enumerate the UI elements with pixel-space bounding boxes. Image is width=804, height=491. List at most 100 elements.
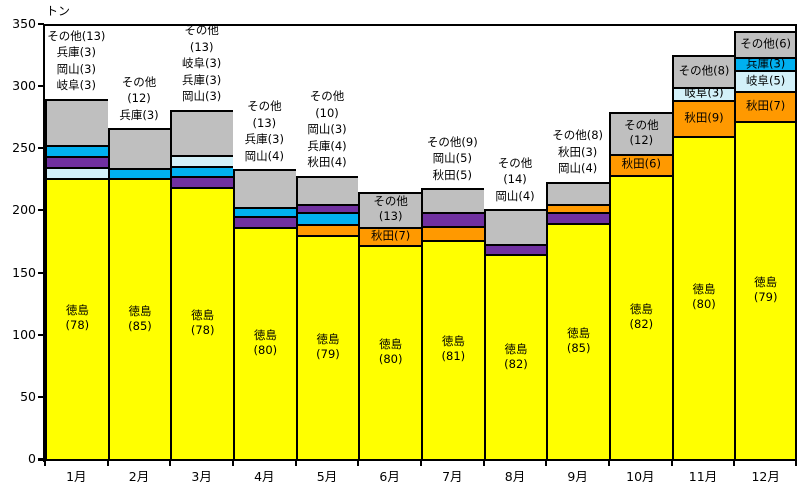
segment-other bbox=[360, 191, 421, 227]
segment-akita bbox=[736, 91, 795, 122]
x-axis-category-label: 7月 bbox=[442, 469, 463, 484]
segment-hyogo bbox=[297, 212, 359, 224]
plot-area: 徳島 (78) その他(13) 兵庫(3) 岡山(3) 岐阜(3) 徳島 (85) その他 (12… bbox=[45, 23, 797, 459]
segment-akita bbox=[611, 153, 672, 175]
segment-okayama bbox=[235, 215, 296, 228]
segment-akita bbox=[423, 226, 484, 240]
x-axis-tick bbox=[670, 461, 673, 466]
segment-tokushima bbox=[109, 178, 171, 459]
segment-gifu bbox=[673, 87, 735, 100]
segment-other bbox=[611, 112, 672, 154]
segment-hyogo bbox=[172, 165, 233, 177]
x-axis-tick bbox=[294, 461, 297, 466]
segment-other bbox=[235, 169, 296, 208]
bar-12月: 徳島 (79) 秋田(7) 岐阜(5) 兵庫(3) その他(6) bbox=[734, 31, 797, 459]
x-axis-category-label: 3月 bbox=[191, 469, 212, 484]
y-axis-tick bbox=[38, 395, 44, 398]
segment-gifu bbox=[172, 155, 233, 166]
y-axis-tick-label: 300 bbox=[12, 78, 36, 94]
bar-5月: 徳島 (79) bbox=[295, 175, 359, 459]
x-axis-tick bbox=[608, 461, 610, 466]
segment-hyogo bbox=[235, 207, 296, 216]
x-axis-category-label: 5月 bbox=[316, 469, 338, 484]
bar-8月: 徳島 (82) bbox=[483, 209, 547, 459]
x-axis-category-label: 10月 bbox=[626, 469, 655, 484]
segment-okayama bbox=[47, 156, 108, 168]
segment-other bbox=[172, 109, 233, 156]
segment-hyogo bbox=[47, 145, 108, 157]
bar-10月: 徳島 (82) 秋田(6) その他 (12) bbox=[609, 112, 672, 459]
segment-other bbox=[485, 209, 547, 245]
segment-tokushima bbox=[611, 174, 672, 459]
bar-9月: 徳島 (85) bbox=[546, 181, 609, 459]
callout-label-3月: その他 (13) 岐阜(3) 兵庫(3) 岡山(3) bbox=[182, 23, 222, 104]
segment-other bbox=[47, 98, 108, 146]
segment-other bbox=[109, 128, 171, 169]
segment-other bbox=[423, 188, 484, 213]
x-axis-category-label: 2月 bbox=[128, 469, 150, 484]
bar-1月: 徳島 (78) bbox=[45, 98, 108, 459]
x-axis-tick bbox=[420, 461, 422, 466]
y-axis-tick-label: 150 bbox=[12, 264, 36, 280]
x-axis-tick bbox=[106, 461, 109, 466]
segment-tokushima bbox=[47, 177, 108, 459]
segment-okayama bbox=[172, 176, 233, 187]
x-axis-tick bbox=[545, 461, 548, 466]
segment-tokushima bbox=[297, 235, 359, 459]
segment-other bbox=[673, 55, 735, 88]
x-axis-tick bbox=[44, 461, 46, 466]
y-axis-tick-label: 0 bbox=[28, 451, 36, 466]
x-axis-tick bbox=[733, 461, 736, 466]
segment-okayama bbox=[485, 244, 547, 255]
segment-hyogo bbox=[736, 57, 795, 70]
segment-tokushima bbox=[235, 227, 296, 459]
x-axis-category-label: 4月 bbox=[254, 469, 275, 484]
x-axis-category-label: 6月 bbox=[379, 469, 400, 484]
segment-gifu bbox=[736, 69, 795, 92]
segment-tokushima bbox=[423, 239, 484, 459]
segment-tokushima bbox=[485, 254, 547, 459]
x-axis-category-label: 12月 bbox=[751, 469, 780, 484]
y-axis-tick bbox=[38, 85, 44, 88]
y-axis-tick-label: 100 bbox=[12, 326, 36, 342]
y-axis-tick bbox=[38, 209, 44, 212]
bar-7月: 徳島 (81) bbox=[421, 188, 484, 459]
bar-2月: 徳島 (85) bbox=[107, 128, 171, 459]
bar-11月: 徳島 (80) 秋田(9) 岐阜(3) その他(8) bbox=[671, 55, 735, 459]
callout-label-7月: その他(9) 岡山(5) 秋田(5) bbox=[426, 134, 478, 182]
segment-gifu bbox=[47, 167, 108, 178]
y-axis-unit-label: トン bbox=[46, 4, 71, 18]
x-axis bbox=[38, 459, 797, 461]
y-axis-tick-label: 250 bbox=[12, 140, 36, 156]
y-axis-tick bbox=[38, 23, 44, 25]
segment-tokushima bbox=[548, 223, 609, 459]
y-axis-tick-label: 200 bbox=[12, 202, 36, 218]
y-axis-tick bbox=[38, 271, 44, 274]
segment-akita bbox=[297, 223, 359, 236]
segment-okayama bbox=[423, 212, 484, 226]
segment-okayama bbox=[297, 203, 359, 213]
x-axis-category-label: 1月 bbox=[66, 469, 87, 484]
y-axis-tick bbox=[38, 333, 44, 336]
segment-other bbox=[736, 31, 795, 58]
segment-akita bbox=[673, 99, 735, 136]
x-axis-tick bbox=[482, 461, 485, 466]
x-axis-category-label: 8月 bbox=[504, 469, 526, 484]
segment-akita bbox=[360, 226, 421, 246]
callout-label-5月: その他 (10) 岡山(3) 兵庫(4) 秋田(4) bbox=[307, 89, 347, 170]
segment-akita bbox=[548, 204, 609, 213]
segment-other bbox=[548, 181, 609, 205]
segment-tokushima bbox=[673, 135, 735, 459]
y-axis-tick bbox=[38, 147, 44, 150]
x-axis-tick bbox=[357, 461, 360, 466]
segment-okayama bbox=[548, 212, 609, 224]
x-axis-category-label: 11月 bbox=[688, 469, 718, 484]
bar-4月: 徳島 (80) bbox=[233, 169, 296, 459]
bar-6月: 徳島 (80) 秋田(7) その他 (13) bbox=[358, 191, 421, 459]
segment-other bbox=[297, 175, 359, 204]
y-axis-tick-label: 50 bbox=[20, 388, 36, 404]
y-axis bbox=[43, 24, 45, 462]
x-axis-tick bbox=[169, 461, 172, 466]
segment-tokushima bbox=[736, 121, 795, 459]
